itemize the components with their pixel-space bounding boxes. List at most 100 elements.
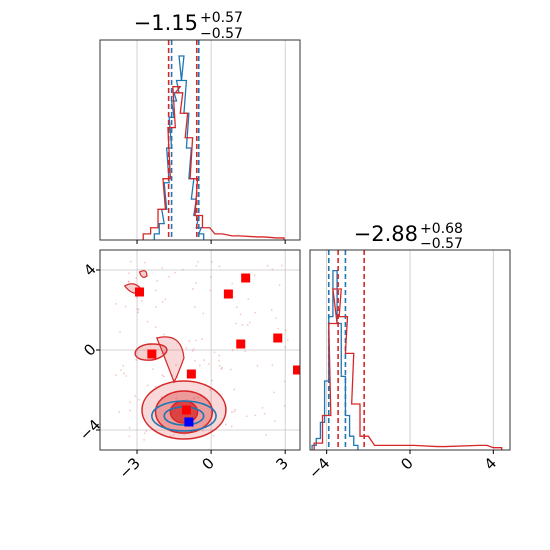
- sample-point: [115, 302, 118, 305]
- sample-point: [169, 435, 172, 438]
- sample-point: [188, 340, 191, 342]
- sample-point: [168, 275, 171, 278]
- sample-point: [241, 324, 244, 326]
- sample-point: [253, 274, 256, 277]
- sample-point: [234, 408, 237, 411]
- sample-point: [143, 432, 146, 435]
- sample-point: [246, 415, 248, 418]
- marker-blue-0: [184, 417, 194, 427]
- sample-point: [161, 266, 164, 269]
- sample-point: [254, 414, 257, 417]
- title-panel-1: −1.15 +0.57 −0.57: [134, 10, 243, 42]
- sample-point: [201, 429, 204, 432]
- sample-point: [231, 349, 234, 352]
- hist-series-1: [142, 86, 285, 240]
- sample-point: [143, 438, 145, 441]
- marker-red-3: [223, 289, 233, 299]
- sample-point: [195, 265, 198, 267]
- sample-point: [220, 367, 223, 370]
- sample-point: [138, 398, 140, 401]
- sample-point: [213, 351, 216, 354]
- sample-point: [123, 372, 125, 375]
- sample-point: [129, 409, 131, 412]
- sample-point: [136, 307, 139, 310]
- sample-point: [201, 338, 203, 340]
- sample-point: [136, 296, 138, 299]
- title-2-center: −2.88: [354, 222, 418, 246]
- sample-point: [145, 430, 148, 432]
- grid-tl: [136, 40, 286, 240]
- sample-point: [218, 359, 220, 362]
- hist-series-0: [153, 55, 205, 240]
- sample-point: [129, 260, 132, 263]
- sample-point: [263, 412, 266, 415]
- sample-point: [146, 320, 149, 323]
- sample-point: [254, 311, 257, 314]
- title-1-lower: −0.57: [200, 26, 243, 42]
- sample-point: [154, 385, 157, 388]
- sample-point: [195, 339, 197, 342]
- sample-point: [284, 346, 287, 349]
- sample-point: [128, 435, 131, 438]
- sample-point: [270, 309, 273, 311]
- sample-point: [203, 359, 205, 361]
- sample-point: [134, 395, 137, 397]
- sample-point: [185, 347, 188, 350]
- sample-point: [210, 260, 213, 263]
- sample-point: [271, 268, 274, 271]
- sample-point: [231, 282, 234, 285]
- sample-point: [163, 351, 166, 354]
- sample-point: [193, 397, 195, 400]
- sample-point: [246, 323, 249, 326]
- hist-tl-series: [142, 40, 285, 240]
- sample-point: [125, 375, 128, 377]
- sample-point: [124, 305, 127, 308]
- marker-red-4: [241, 273, 251, 283]
- sample-point: [273, 391, 276, 394]
- sample-point: [265, 433, 268, 436]
- sample-point: [129, 401, 132, 404]
- sample-point: [164, 298, 167, 301]
- sample-point: [278, 284, 281, 287]
- sample-point: [156, 279, 159, 282]
- sample-point: [266, 264, 269, 267]
- sample-point: [119, 331, 121, 333]
- sample-point: [115, 374, 117, 377]
- ticks-br: −4 0 4: [305, 450, 500, 482]
- sample-point: [233, 388, 236, 391]
- sample-point: [120, 369, 122, 371]
- sample-point: [286, 339, 289, 342]
- sample-point: [261, 406, 264, 409]
- sample-point: [198, 364, 201, 367]
- title-1-upper: +0.57: [200, 10, 243, 26]
- sample-point: [209, 276, 212, 278]
- sample-point: [144, 261, 147, 264]
- frame-tl: [99, 39, 301, 241]
- marker-red-2: [186, 369, 196, 379]
- sample-point: [231, 411, 233, 414]
- sample-point: [194, 306, 196, 308]
- sample-point: [239, 313, 242, 316]
- sample-point: [194, 360, 196, 362]
- sample-point: [154, 326, 157, 328]
- sample-point: [224, 423, 227, 426]
- sample-point: [277, 327, 280, 330]
- sample-point: [283, 405, 286, 407]
- title-2-upper: +0.68: [420, 221, 463, 237]
- sample-point: [183, 433, 186, 436]
- title-2-lower: −0.57: [420, 236, 463, 252]
- x-tick-label-2: 4: [481, 454, 500, 473]
- sample-point: [209, 289, 212, 292]
- sample-point: [191, 288, 194, 290]
- sample-point: [218, 354, 221, 357]
- marker-red-5: [236, 339, 246, 349]
- sample-point: [244, 350, 246, 353]
- sample-point: [127, 280, 130, 283]
- sample-point: [155, 305, 158, 308]
- x-tick-label-2: 3: [273, 454, 292, 473]
- ticks-tl: [136, 240, 286, 244]
- sample-point: [195, 282, 197, 284]
- ticks-bl: −3 0 3−404: [76, 260, 292, 482]
- marker-red-0: [135, 287, 145, 297]
